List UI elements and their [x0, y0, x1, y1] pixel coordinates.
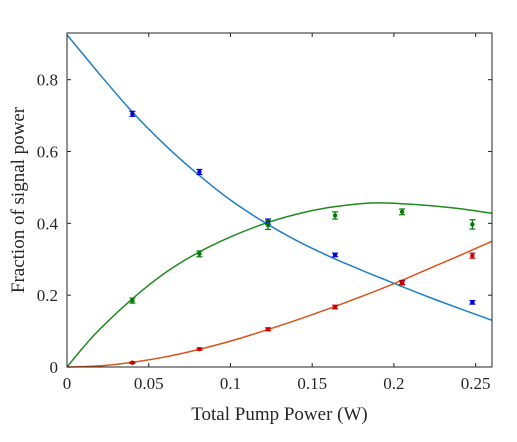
y-tick-label: 0.2 [37, 286, 58, 305]
data-point [265, 222, 271, 228]
x-tick-label: 0.05 [134, 374, 164, 393]
fit-curve [66, 240, 493, 368]
data-point [265, 327, 271, 332]
data-point [332, 213, 338, 218]
x-axis-label: Total Pump Power (W) [191, 404, 368, 425]
y-tick-label: 0.6 [37, 143, 58, 162]
data-point [399, 280, 405, 285]
data-point [197, 251, 202, 257]
x-tick-label: 0.15 [297, 374, 327, 393]
plot-frame [66, 32, 493, 368]
data-point [197, 169, 202, 175]
data-point [470, 222, 475, 227]
fit-curve [66, 34, 493, 322]
axis-ticks [66, 33, 492, 368]
fit-curve [66, 202, 493, 368]
data-point [332, 304, 338, 310]
x-tick-label: 0 [63, 374, 72, 393]
data-point [399, 209, 405, 215]
data-point [130, 111, 135, 117]
data-point [470, 253, 475, 258]
y-axis-label: Fraction of signal power [8, 106, 29, 293]
x-tick-label: 0.1 [220, 374, 241, 393]
y-tick-label: 0 [50, 358, 59, 377]
y-tick-label: 0.4 [37, 214, 59, 233]
y-tick-label: 0.8 [37, 71, 58, 90]
data-point [332, 252, 338, 258]
tick-labels: 0 0.05 0.1 0.15 0.2 0.25 0 0.2 0.4 0.6 0.8 [37, 71, 491, 393]
data-markers [129, 110, 476, 365]
x-tick-label: 0.25 [461, 374, 491, 393]
x-tick-label: 0.2 [383, 374, 404, 393]
data-point [197, 346, 202, 352]
fit-curves [66, 34, 493, 368]
data-point [470, 300, 475, 305]
data-point [130, 298, 135, 303]
data-point [130, 360, 135, 365]
